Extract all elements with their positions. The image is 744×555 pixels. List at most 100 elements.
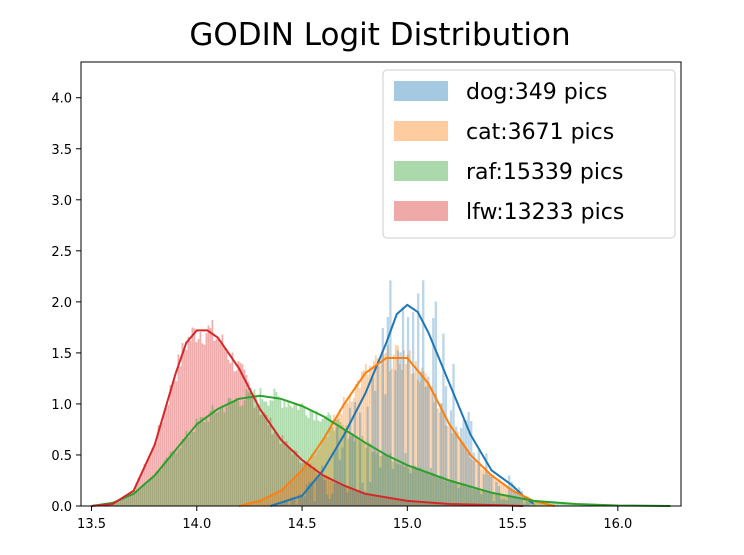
bar [281, 435, 284, 506]
bar [364, 363, 367, 506]
bar [459, 427, 463, 506]
legend-swatch [394, 121, 448, 141]
bar [427, 376, 430, 506]
bar [299, 403, 302, 506]
bar [135, 491, 138, 506]
bar [421, 469, 424, 506]
bar [113, 502, 116, 506]
bar [371, 377, 374, 506]
bar [327, 412, 330, 506]
bar [173, 380, 176, 506]
bar [388, 371, 391, 506]
bar [376, 358, 379, 506]
bar [350, 401, 353, 506]
bar [542, 503, 545, 506]
bar [179, 366, 182, 506]
bar [436, 408, 439, 506]
bar [133, 490, 136, 506]
bar [499, 493, 502, 506]
x-tick-label: 13.5 [77, 517, 106, 532]
bar [518, 494, 521, 506]
bar [386, 316, 390, 506]
bar [415, 468, 418, 506]
bar [555, 502, 558, 506]
bar [335, 419, 338, 506]
bar [363, 441, 366, 506]
bar [379, 495, 382, 506]
bar [466, 453, 469, 506]
bar [399, 500, 402, 506]
bar [221, 334, 224, 506]
bar [193, 328, 196, 506]
bar [123, 496, 126, 506]
bar [127, 495, 130, 506]
bar [233, 371, 236, 506]
bar [449, 482, 452, 506]
bar [345, 425, 348, 506]
bar [376, 365, 379, 506]
bar [279, 443, 282, 506]
bar [431, 502, 434, 506]
bar [203, 344, 206, 506]
bar [285, 499, 288, 506]
bars-dog [270, 280, 536, 506]
bar [534, 501, 537, 506]
bar [447, 481, 450, 506]
bar [171, 450, 174, 506]
bar [161, 422, 164, 506]
bar [223, 348, 226, 506]
bar [189, 340, 192, 506]
bar [299, 462, 302, 506]
bar [490, 474, 493, 506]
bar [345, 487, 348, 506]
bar [365, 494, 368, 506]
bar [521, 498, 524, 506]
bar [401, 306, 405, 506]
bar [390, 368, 393, 506]
bar [283, 400, 286, 506]
bar [525, 501, 528, 506]
bar [286, 484, 289, 506]
bar [381, 455, 384, 506]
bar [325, 475, 328, 506]
bar [518, 487, 521, 506]
bar [393, 460, 396, 506]
bar [462, 419, 465, 506]
bar [305, 484, 309, 506]
bar [113, 502, 116, 506]
bar [169, 385, 172, 506]
bar [369, 443, 372, 506]
bar [231, 401, 234, 506]
bar [239, 406, 242, 506]
bar [181, 343, 184, 506]
bar [167, 459, 170, 506]
bar [205, 333, 208, 506]
bar [264, 497, 267, 506]
bar [229, 398, 232, 506]
bar [464, 449, 467, 506]
bar [333, 451, 336, 506]
bar [336, 427, 339, 506]
bar [115, 501, 118, 506]
bar [411, 501, 414, 506]
bar [203, 422, 206, 506]
bar [414, 360, 417, 506]
bar [445, 479, 448, 506]
bar [358, 412, 362, 506]
bar [333, 482, 336, 506]
bar [199, 417, 202, 506]
bar [515, 497, 518, 506]
bar [333, 430, 336, 506]
bar [313, 466, 316, 506]
bar [250, 502, 253, 506]
bar [367, 495, 370, 506]
bar [145, 464, 148, 506]
bar [276, 491, 279, 506]
bar [183, 348, 186, 506]
bar [394, 345, 397, 506]
bar [472, 461, 475, 506]
bar [426, 383, 429, 506]
bar [331, 493, 334, 506]
bar [501, 494, 504, 506]
bar [231, 352, 234, 506]
